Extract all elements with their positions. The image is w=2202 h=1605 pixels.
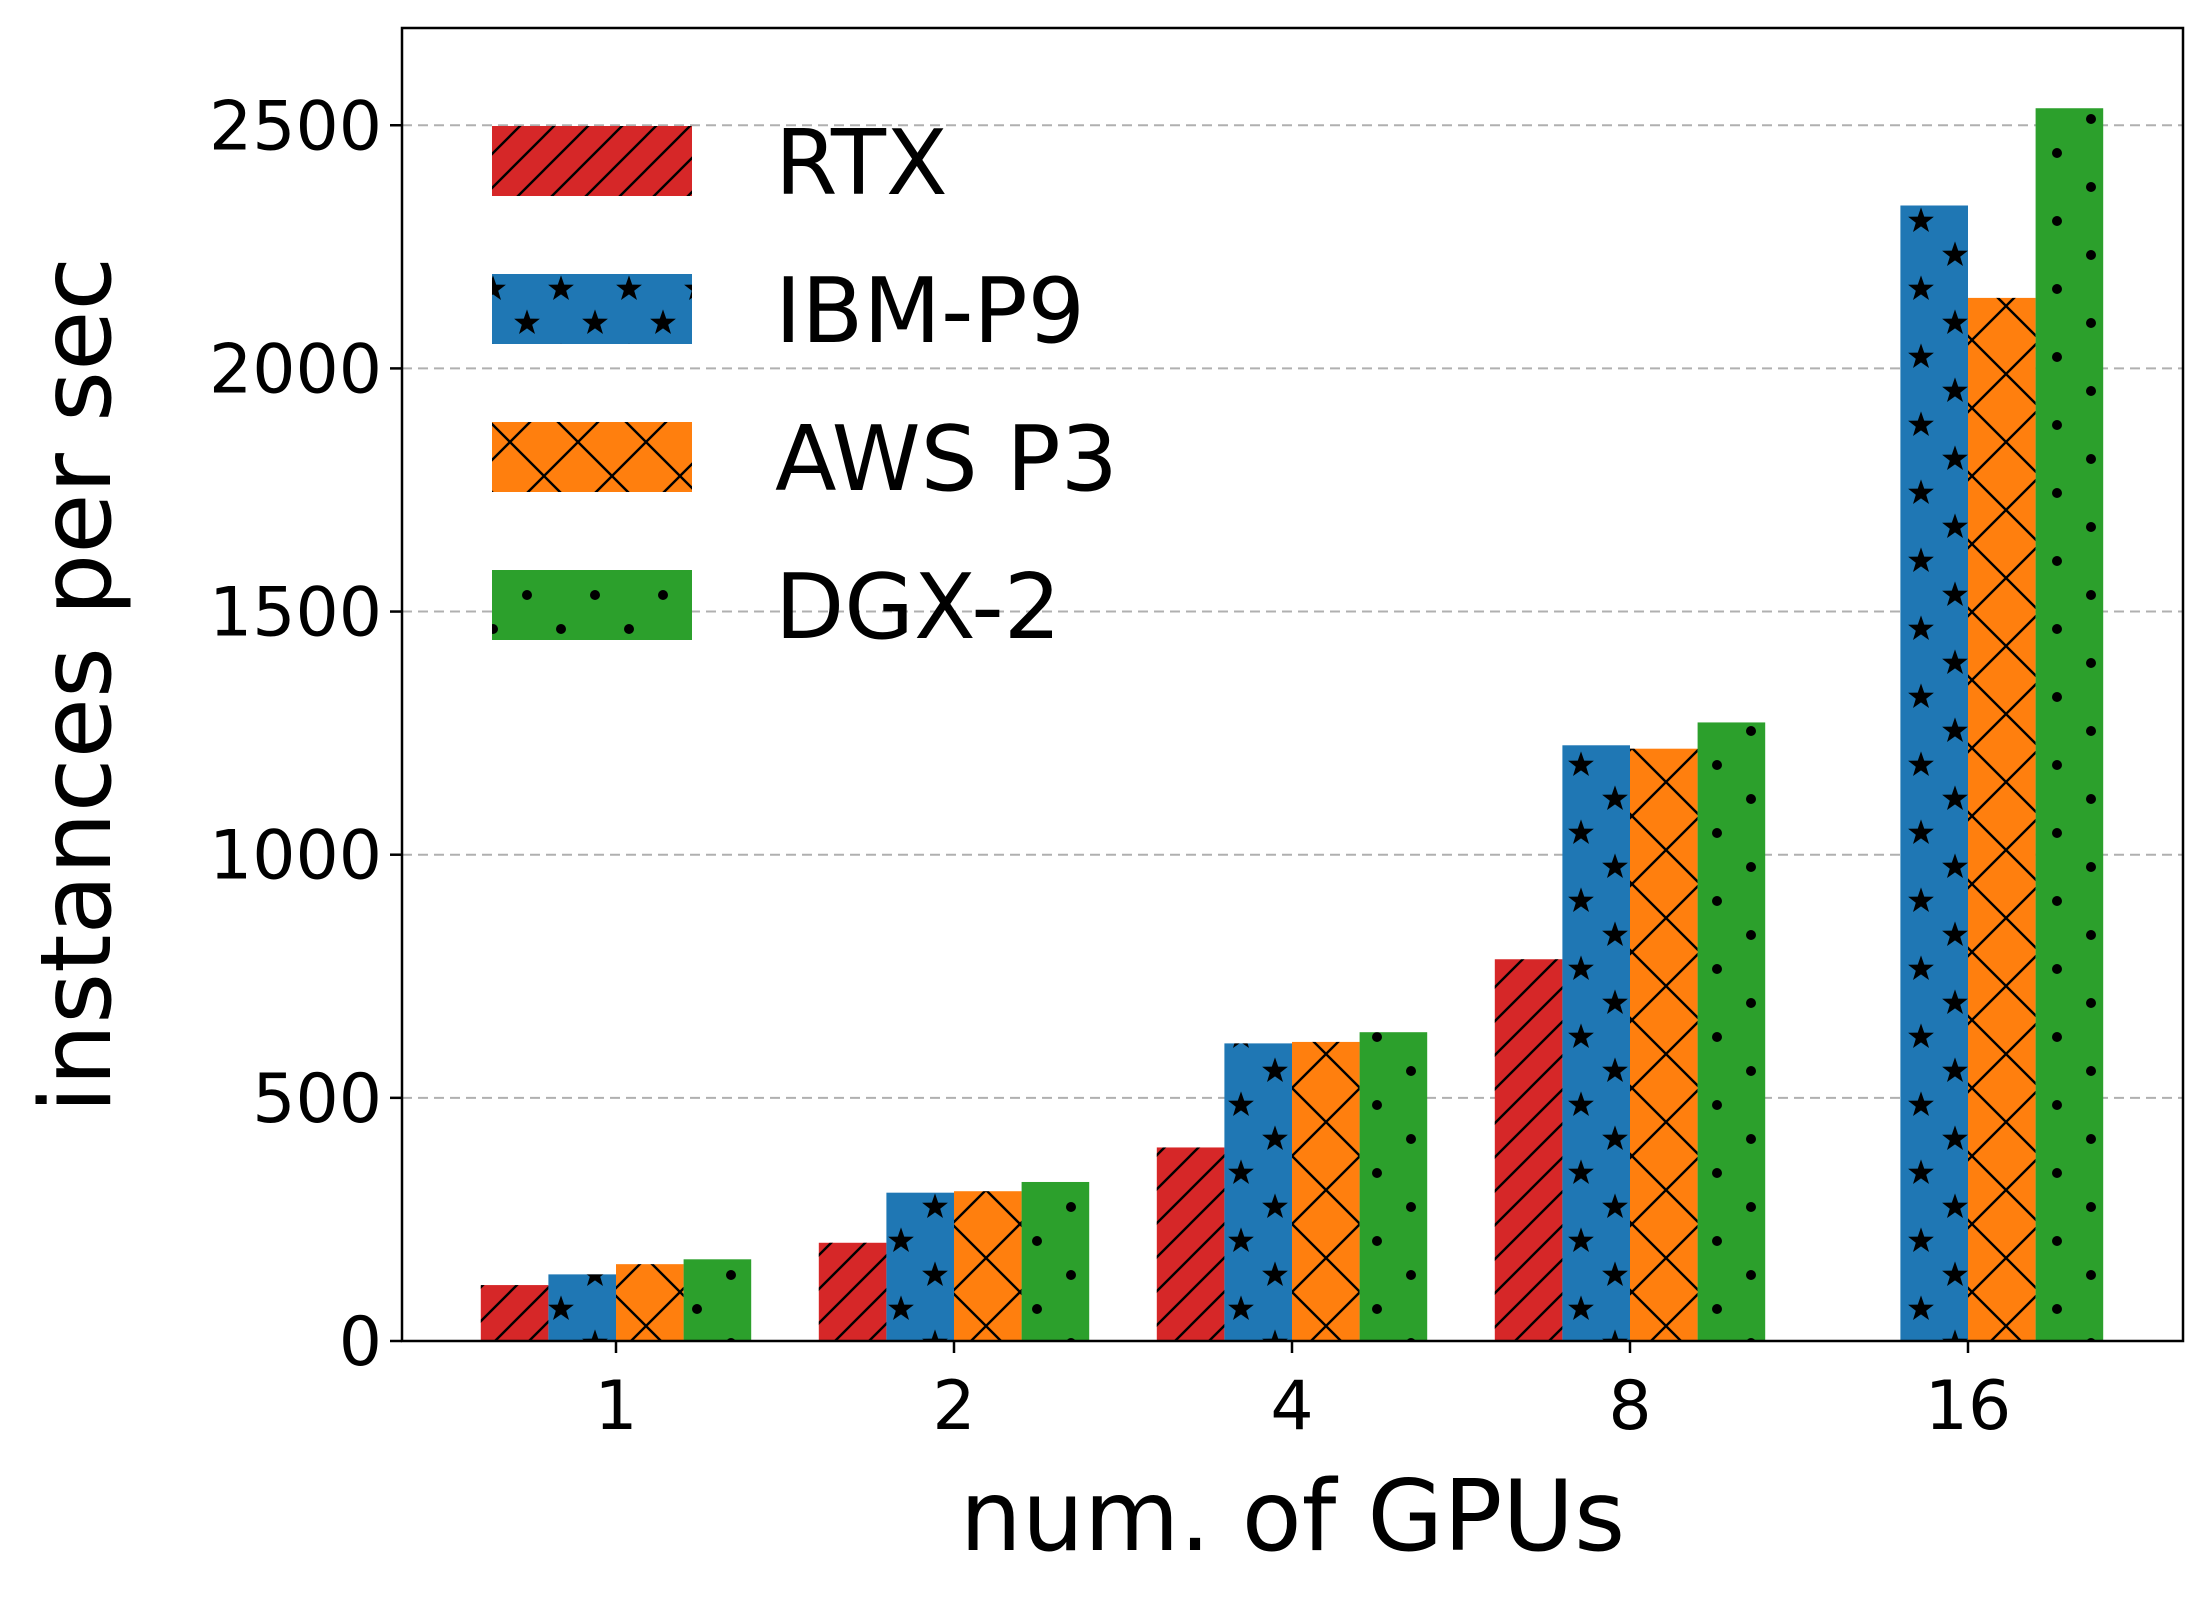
bar-aws-p3-16-pattern	[1968, 297, 2036, 1342]
legend-label-ibm-p9: IBM-P9	[775, 259, 1085, 364]
bar-dgx-2-16-pattern	[2035, 108, 2104, 1341]
y-axis-label: instances per sec	[20, 257, 134, 1114]
bar-dgx-2-2-pattern	[1021, 1181, 1090, 1341]
legend-label-dgx-2: DGX-2	[775, 555, 1061, 660]
y-tick-label: 2000	[209, 330, 382, 409]
bar-aws-p3-2-pattern	[954, 1191, 1022, 1341]
bars	[480, 108, 2104, 1342]
bar-aws-p3-4-pattern	[1292, 1041, 1360, 1341]
y-tick-label: 1000	[209, 817, 382, 896]
x-tick-label: 16	[1925, 1367, 2012, 1446]
legend-label-aws-p3: AWS P3	[775, 407, 1118, 512]
bar-rtx-2-pattern	[818, 1242, 887, 1341]
bar-ibm-p9-1-pattern	[548, 1274, 616, 1341]
bar-ibm-p9-8-pattern	[1562, 745, 1630, 1341]
y-tick-label: 0	[339, 1303, 382, 1382]
y-axis-ticks: 0 500 1000 1500 2000 2500	[209, 87, 402, 1382]
bar-dgx-2-4-pattern	[1359, 1032, 1428, 1341]
y-tick-label: 2500	[209, 87, 382, 166]
bar-ibm-p9-4-pattern	[1224, 1043, 1292, 1341]
legend-swatch-ibm-p9	[492, 274, 692, 344]
bar-ibm-p9-16-pattern	[1900, 205, 1968, 1341]
bar-rtx-4-pattern	[1156, 1147, 1225, 1341]
x-axis-label: num. of GPUs	[960, 1460, 1625, 1574]
bar-dgx-2-1-pattern	[683, 1259, 752, 1341]
y-tick-label: 500	[252, 1060, 382, 1139]
bar-aws-p3-1-pattern	[616, 1264, 684, 1341]
bar-aws-p3-8-pattern	[1630, 748, 1698, 1341]
legend-swatch-dgx-2	[492, 570, 692, 640]
y-tick-label: 1500	[209, 574, 382, 653]
x-tick-label: 4	[1270, 1367, 1313, 1446]
legend-swatch-aws-p3	[492, 422, 692, 492]
legend: RTX IBM-P9 AWS P3 DGX-2	[492, 111, 1118, 660]
legend-swatch-rtx	[492, 126, 692, 196]
x-tick-label: 8	[1608, 1367, 1651, 1446]
grid-lines	[402, 124, 2183, 1099]
x-tick-label: 1	[594, 1367, 637, 1446]
legend-label-rtx: RTX	[775, 111, 948, 216]
bar-rtx-8-pattern	[1494, 959, 1563, 1341]
x-tick-label: 2	[932, 1367, 975, 1446]
bar-dgx-2-8-pattern	[1697, 722, 1766, 1341]
bar-ibm-p9-2-pattern	[886, 1192, 954, 1341]
bar-rtx-1-pattern	[480, 1285, 549, 1341]
x-axis-ticks: 1 2 4 8 16	[594, 1341, 2011, 1446]
